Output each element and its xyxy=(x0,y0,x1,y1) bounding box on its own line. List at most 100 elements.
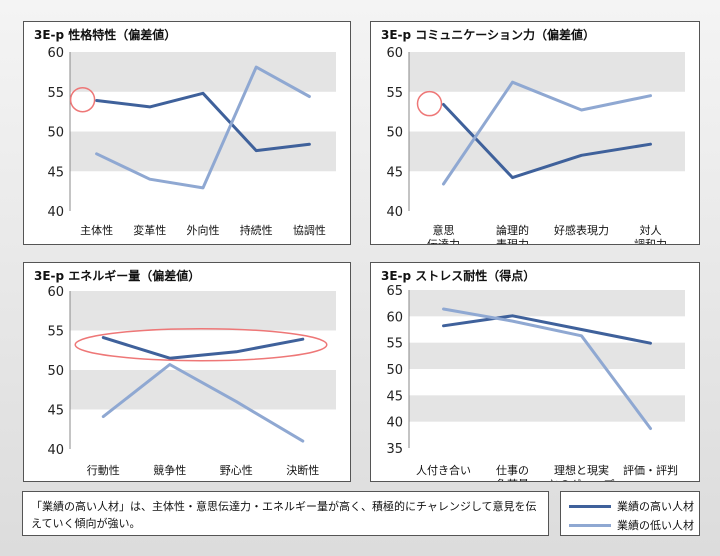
x-category-label: 負荷量 xyxy=(496,478,529,481)
data-point-high xyxy=(202,92,204,94)
data-point-low xyxy=(255,66,257,68)
highlight-circle xyxy=(69,86,96,113)
data-point-high xyxy=(512,177,513,179)
grid-band xyxy=(70,52,336,92)
y-tick-label: 45 xyxy=(386,165,403,180)
x-category-label: 論理的 xyxy=(496,223,529,237)
legend-item-high: 業績の高い人材 xyxy=(569,498,694,514)
chart-stress: 3E-p ストレス耐性（得点） 35 40 45 50 55 60 65 人付き合い 仕事の負荷量… xyxy=(381,268,685,481)
chart-title: 3E-p 性格特性（偏差値） xyxy=(34,27,176,42)
legend-swatch-high xyxy=(569,504,611,508)
data-point-low xyxy=(512,81,513,83)
legend-label-low: 業績の低い人材 xyxy=(617,519,694,532)
x-category-label: 調和力 xyxy=(634,237,667,244)
legend-label-high: 業績の高い人材 xyxy=(617,500,694,513)
x-category-label: 表現力 xyxy=(496,237,529,244)
data-point-high xyxy=(443,325,444,327)
y-tick-label: 45 xyxy=(386,389,403,404)
chart-panel-energy: 3E-p エネルギー量（偏差値） 40 45 50 55 60 行動性 競争性 野心性 決断性 xyxy=(23,262,351,482)
x-category-label: 伝達力 xyxy=(427,238,460,244)
grid-band xyxy=(409,290,685,317)
data-point-high xyxy=(581,154,582,156)
data-point-high xyxy=(443,103,444,105)
y-tick-label: 45 xyxy=(47,404,64,419)
data-point-low xyxy=(443,308,444,310)
chart-panel-personality: 3E-p 性格特性（偏差値） 40 45 50 55 60 主体性 変革性 外向性 持続性 協調性 xyxy=(23,21,351,245)
highlight-ellipse xyxy=(74,327,328,362)
grid-band xyxy=(409,342,685,369)
grid-band xyxy=(70,370,336,410)
data-point-low xyxy=(235,401,237,403)
series-line-high xyxy=(442,314,652,345)
chart-communication: 3E-p コミュニケーション力（偏差値） 40 45 50 55 60 意思伝達力 論理的表現… xyxy=(381,27,685,244)
y-tick-label: 40 xyxy=(47,205,64,220)
y-tick-label: 55 xyxy=(47,86,64,101)
x-category-label: 主体性 xyxy=(80,223,113,237)
series-line-low xyxy=(101,363,305,443)
chart-title: 3E-p コミュニケーション力（偏差値） xyxy=(381,27,595,42)
chart-panel-stress: 3E-p ストレス耐性（得点） 35 40 45 50 55 60 65 人付き合い 仕事の負荷量… xyxy=(370,262,700,482)
data-point-high xyxy=(302,338,304,340)
y-tick-label: 50 xyxy=(47,364,64,379)
x-category-label: 野心性 xyxy=(220,463,253,477)
y-tick-label: 40 xyxy=(47,443,64,458)
y-tick-label: 65 xyxy=(386,284,403,299)
grid-band xyxy=(70,291,336,331)
x-category-label: 協調性 xyxy=(293,223,326,237)
x-category-label: 人付き合い xyxy=(416,463,471,477)
data-point-high xyxy=(512,315,513,317)
data-point-low xyxy=(302,440,304,442)
legend-item-low: 業績の低い人材 xyxy=(569,517,694,533)
x-category-label: 競争性 xyxy=(153,463,186,477)
x-category-label: 持続性 xyxy=(240,223,273,237)
x-category-label: とのギャップ xyxy=(549,478,615,481)
x-category-label: 仕事の xyxy=(496,464,529,477)
series-line-high xyxy=(101,336,305,360)
x-category-label: 好感表現力 xyxy=(554,223,609,237)
series-line-high xyxy=(442,103,652,180)
data-point-high xyxy=(149,106,151,108)
data-point-low xyxy=(202,187,204,189)
grid-band xyxy=(70,131,336,172)
summary-note: 「業績の高い人材」は、主体性・意思伝達力・エネルギー量が高く、積極的にチャレンジ… xyxy=(22,491,549,536)
series-line-low xyxy=(442,307,652,430)
y-tick-label: 50 xyxy=(386,363,403,378)
data-point-low xyxy=(169,363,171,365)
data-point-high xyxy=(96,99,98,101)
x-category-label: 行動性 xyxy=(87,463,120,477)
y-tick-label: 40 xyxy=(386,416,403,431)
y-tick-label: 55 xyxy=(386,337,403,352)
x-category-label: 変革性 xyxy=(133,223,166,237)
data-point-low xyxy=(96,153,98,155)
data-point-low xyxy=(581,109,582,111)
grid-band xyxy=(409,395,685,422)
y-tick-label: 60 xyxy=(386,310,403,325)
chart-title: 3E-p エネルギー量（偏差値） xyxy=(34,268,200,283)
chart-title: 3E-p ストレス耐性（得点） xyxy=(381,268,535,283)
data-point-high xyxy=(581,329,582,330)
grid-band xyxy=(409,52,685,92)
x-category-label: 意思 xyxy=(433,223,455,237)
data-point-high xyxy=(169,357,171,359)
y-tick-label: 60 xyxy=(47,285,64,300)
y-tick-label: 55 xyxy=(386,86,403,101)
x-category-label: 決断性 xyxy=(286,463,319,477)
data-point-low xyxy=(512,320,513,322)
legend: 業績の高い人材 業績の低い人材 xyxy=(560,491,700,536)
data-point-low xyxy=(650,428,651,430)
x-category-label: 外向性 xyxy=(187,223,220,237)
data-point-low xyxy=(443,183,444,185)
y-tick-label: 40 xyxy=(386,205,403,220)
data-point-high xyxy=(102,337,104,339)
data-point-low xyxy=(650,95,651,97)
data-point-low xyxy=(581,335,582,337)
chart-panel-communication: 3E-p コミュニケーション力（偏差値） 40 45 50 55 60 意思伝達力 論理的表現… xyxy=(370,21,700,245)
chart-energy: 3E-p エネルギー量（偏差値） 40 45 50 55 60 行動性 競争性 野心性 決断性 xyxy=(34,268,336,477)
x-category-label: 対人 xyxy=(640,223,662,237)
y-tick-label: 55 xyxy=(47,325,64,340)
legend-swatch-low xyxy=(569,523,611,527)
data-point-low xyxy=(308,96,310,98)
y-tick-label: 60 xyxy=(47,46,64,61)
y-tick-label: 45 xyxy=(47,165,64,180)
y-tick-label: 60 xyxy=(386,46,403,61)
